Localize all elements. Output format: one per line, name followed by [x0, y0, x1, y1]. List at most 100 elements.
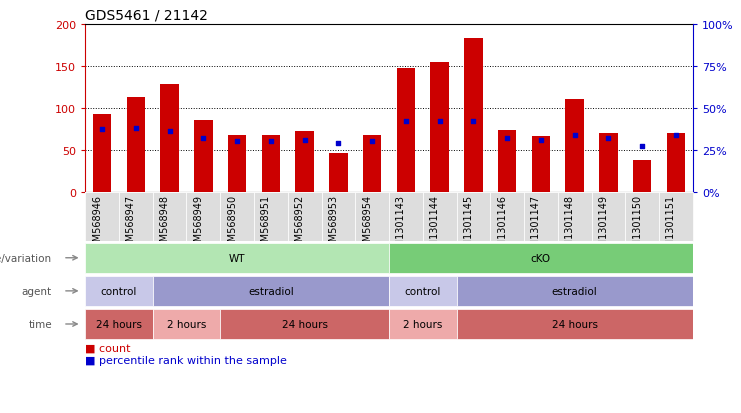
Bar	[194, 121, 213, 192]
Text: GSM1301148: GSM1301148	[565, 195, 575, 259]
Text: GSM568948: GSM568948	[159, 195, 170, 254]
Point	[164, 128, 176, 135]
Text: GSM568950: GSM568950	[227, 195, 237, 254]
Text: GSM568954: GSM568954	[362, 195, 372, 254]
Text: control: control	[405, 286, 441, 296]
Point	[130, 125, 142, 132]
Bar	[531, 137, 551, 192]
Text: GSM1301151: GSM1301151	[666, 195, 676, 259]
Text: GSM1301144: GSM1301144	[430, 195, 439, 259]
Text: GSM1301145: GSM1301145	[463, 195, 473, 259]
Text: genotype/variation: genotype/variation	[0, 253, 52, 263]
Bar	[262, 136, 280, 192]
Bar	[153, 192, 187, 242]
Bar	[558, 192, 591, 242]
Bar	[220, 192, 254, 242]
Bar	[431, 62, 449, 192]
Point	[501, 135, 513, 142]
Bar	[456, 276, 693, 306]
Text: GSM1301150: GSM1301150	[632, 195, 642, 259]
Point	[231, 139, 243, 145]
Point	[433, 119, 445, 125]
Bar	[491, 192, 524, 242]
Text: 2 hours: 2 hours	[167, 319, 206, 329]
Bar	[322, 192, 355, 242]
Bar	[423, 192, 456, 242]
Point	[569, 132, 581, 138]
Bar	[389, 243, 693, 273]
Text: time: time	[28, 319, 52, 329]
Bar	[355, 192, 389, 242]
Text: 24 hours: 24 hours	[552, 319, 598, 329]
Text: 2 hours: 2 hours	[403, 319, 442, 329]
Text: 24 hours: 24 hours	[282, 319, 328, 329]
Bar	[227, 136, 247, 192]
Point	[333, 140, 345, 147]
Text: GSM568952: GSM568952	[295, 195, 305, 254]
Text: agent: agent	[21, 286, 52, 296]
Text: ■ percentile rank within the sample: ■ percentile rank within the sample	[85, 356, 287, 366]
Bar	[85, 192, 119, 242]
Text: WT: WT	[229, 253, 245, 263]
Bar	[329, 154, 348, 192]
Bar	[85, 276, 153, 306]
Bar	[288, 192, 322, 242]
Bar	[153, 309, 220, 339]
Bar	[667, 133, 685, 192]
Text: estradiol: estradiol	[552, 286, 597, 296]
Bar	[127, 97, 145, 192]
Point	[602, 135, 614, 142]
Text: GDS5461 / 21142: GDS5461 / 21142	[85, 8, 208, 22]
Bar	[389, 309, 456, 339]
Point	[299, 137, 310, 143]
Bar	[599, 133, 618, 192]
Point	[535, 137, 547, 143]
Text: GSM1301146: GSM1301146	[497, 195, 507, 259]
Point	[468, 119, 479, 125]
Bar	[456, 192, 491, 242]
Bar	[85, 243, 389, 273]
Bar	[565, 100, 584, 192]
Text: cKO: cKO	[531, 253, 551, 263]
Bar	[464, 39, 482, 192]
Text: 24 hours: 24 hours	[96, 319, 142, 329]
Bar	[625, 192, 659, 242]
Point	[197, 135, 209, 142]
Point	[366, 139, 378, 145]
Bar	[160, 85, 179, 192]
Point	[265, 139, 277, 145]
Point	[670, 132, 682, 138]
Bar	[524, 192, 558, 242]
Point	[637, 144, 648, 150]
Text: estradiol: estradiol	[248, 286, 293, 296]
Bar	[119, 192, 153, 242]
Point	[400, 119, 412, 125]
Bar	[153, 276, 389, 306]
Text: GSM568947: GSM568947	[126, 195, 136, 254]
Text: GSM1301143: GSM1301143	[396, 195, 406, 259]
Bar	[363, 136, 382, 192]
Bar	[254, 192, 288, 242]
Text: GSM568953: GSM568953	[328, 195, 339, 254]
Bar	[456, 309, 693, 339]
Bar	[389, 192, 423, 242]
Text: GSM568946: GSM568946	[92, 195, 102, 254]
Bar	[93, 114, 111, 192]
Bar	[659, 192, 693, 242]
Bar	[85, 309, 153, 339]
Text: ■ count: ■ count	[85, 343, 130, 353]
Bar	[396, 69, 415, 192]
Bar	[389, 276, 456, 306]
Bar	[498, 131, 516, 192]
Bar	[187, 192, 220, 242]
Bar	[591, 192, 625, 242]
Text: GSM568951: GSM568951	[261, 195, 271, 254]
Text: GSM1301149: GSM1301149	[599, 195, 608, 259]
Bar	[296, 132, 314, 192]
Bar	[633, 160, 651, 192]
Bar	[220, 309, 389, 339]
Point	[96, 127, 108, 133]
Text: GSM1301147: GSM1301147	[531, 195, 541, 259]
Text: GSM568949: GSM568949	[193, 195, 203, 254]
Text: control: control	[101, 286, 137, 296]
